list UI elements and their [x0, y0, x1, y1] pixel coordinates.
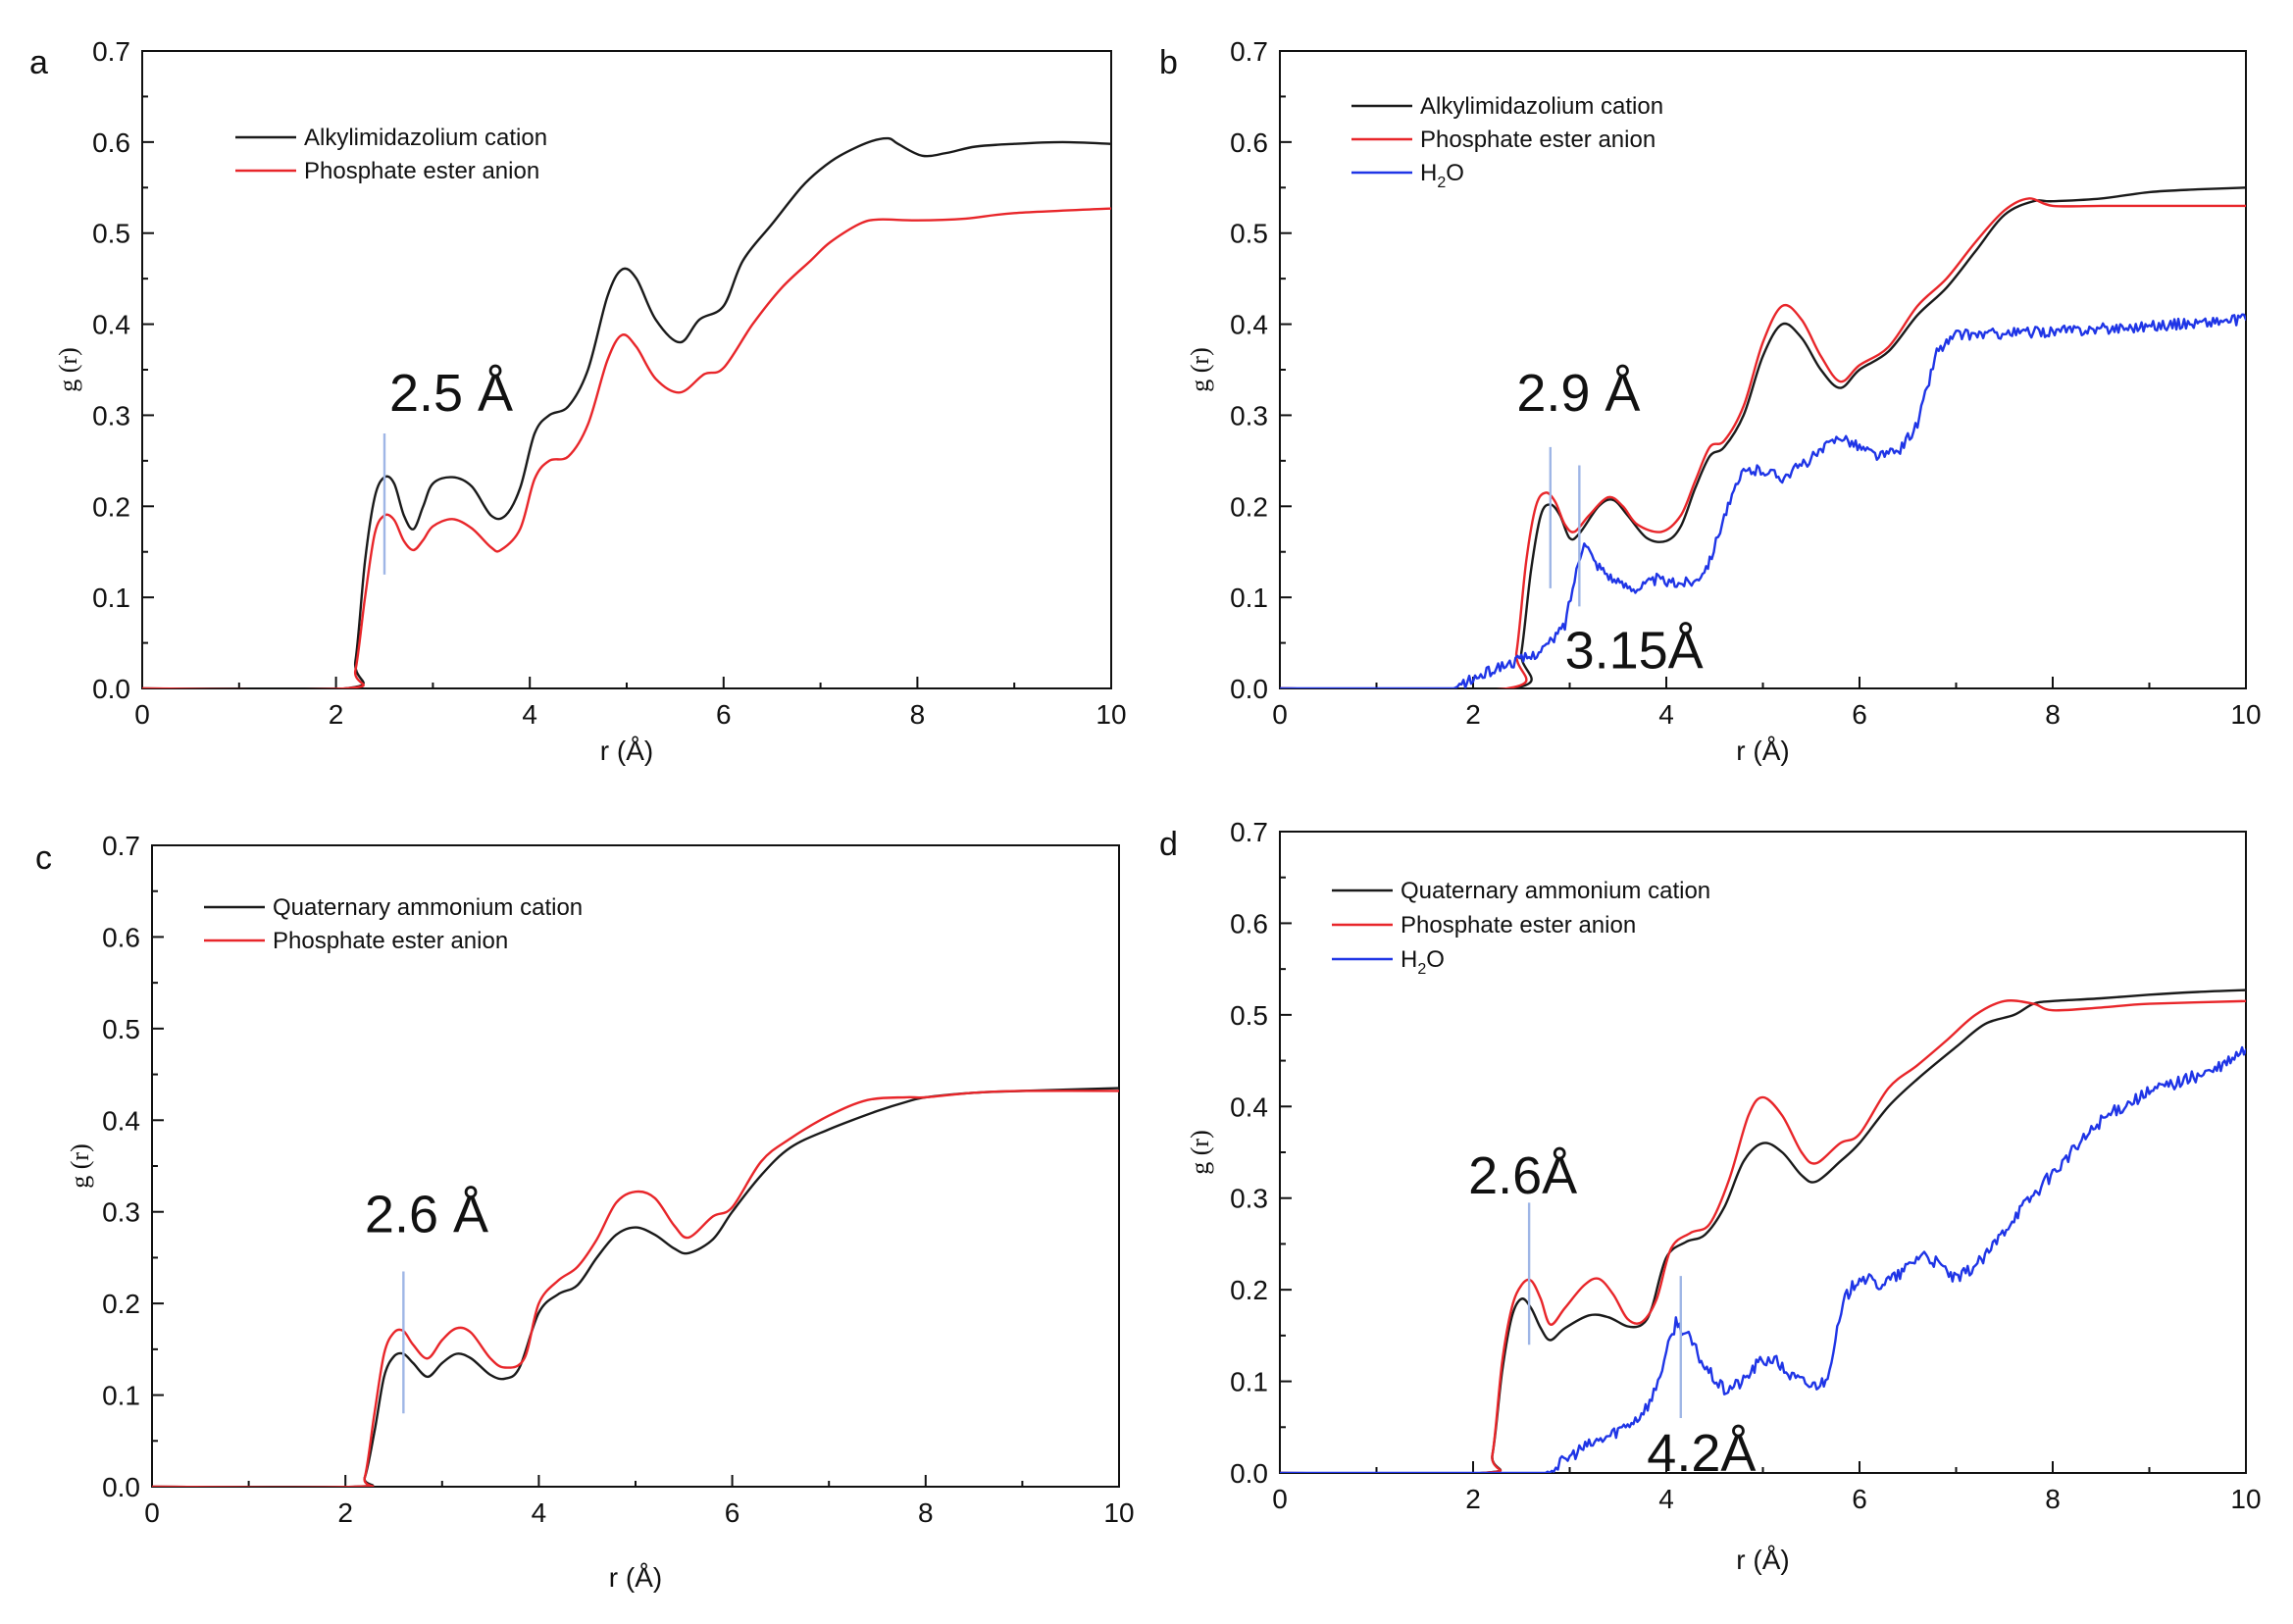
y-tick-label: 0.6	[1230, 908, 1268, 939]
series-line-cation	[152, 1087, 1119, 1487]
y-tick-label: 0.6	[1230, 127, 1268, 158]
x-tick-label: 2	[329, 699, 344, 730]
x-tick-label: 2	[1465, 699, 1481, 730]
y-axis-label: g (r)	[1186, 347, 1214, 391]
panel-label: d	[1159, 826, 1178, 863]
x-tick-label: 0	[1272, 699, 1288, 730]
legend-label: Phosphate ester anion	[304, 158, 539, 184]
legend-label: Phosphate ester anion	[1420, 127, 1656, 153]
peak-annotation: 2.6 Å	[365, 1185, 488, 1243]
peak-annotation: 3.15Å	[1565, 622, 1704, 681]
y-tick-label: 0.0	[1230, 1458, 1268, 1489]
x-tick-label: 4	[1658, 1484, 1674, 1514]
x-axis-label: r (Å)	[600, 736, 653, 766]
peak-annotation: 2.9 Å	[1516, 364, 1640, 423]
legend-label: Phosphate ester anion	[1401, 912, 1636, 939]
series-line-anion	[1280, 999, 2246, 1473]
y-tick-label: 0.2	[102, 1289, 140, 1319]
legend-label: Alkylimidazolium cation	[304, 125, 547, 151]
series-line-water	[1280, 1045, 2246, 1473]
legend-label: H2O	[1420, 160, 1464, 191]
series-line-anion	[1280, 197, 2246, 688]
panel-label: c	[35, 839, 52, 877]
y-tick-label: 0.5	[1230, 1000, 1268, 1031]
y-tick-label: 0.5	[102, 1014, 140, 1044]
series-line-cation	[142, 136, 1111, 688]
panel-label: a	[29, 44, 48, 81]
legend-label: Quaternary ammonium cation	[1401, 878, 1710, 904]
panel-label: b	[1159, 44, 1178, 81]
x-tick-label: 6	[1852, 1484, 1867, 1514]
y-tick-label: 0.3	[1230, 400, 1268, 431]
series-line-anion	[152, 1090, 1119, 1487]
x-tick-label: 0	[144, 1497, 160, 1528]
y-tick-label: 0.3	[102, 1197, 140, 1228]
y-tick-label: 0.7	[92, 36, 130, 67]
legend-label: Alkylimidazolium cation	[1420, 93, 1663, 120]
y-tick-label: 0.0	[1230, 674, 1268, 704]
y-tick-label: 0.1	[1230, 1367, 1268, 1397]
panel-a: a 0 2 4 6 8 10 0.0 0.1 0.2 0.3 0.4 0.5 0.6 0.7 r (Å) g (…	[29, 36, 1127, 766]
x-tick-label: 4	[522, 699, 537, 730]
panel-c: c 0 2 4 6 8 10 0.0 0.1 0.2 0.3 0.4 0.5 0.6 0.7 r (Å) g (…	[35, 831, 1135, 1593]
x-tick-label: 4	[1658, 699, 1674, 730]
x-tick-label: 10	[2230, 1484, 2261, 1514]
x-tick-label: 8	[918, 1497, 934, 1528]
x-tick-label: 8	[910, 699, 926, 730]
y-tick-label: 0.2	[1230, 491, 1268, 522]
y-tick-label: 0.0	[92, 674, 130, 704]
x-tick-label: 10	[2230, 699, 2261, 730]
x-axis-label: r (Å)	[1736, 736, 1789, 766]
peak-annotation: 2.5 Å	[389, 364, 513, 423]
x-tick-label: 0	[134, 699, 150, 730]
y-tick-label: 0.3	[92, 400, 130, 431]
y-tick-label: 0.5	[92, 219, 130, 249]
x-tick-label: 4	[532, 1497, 547, 1528]
panel-b: b 0 2 4 6 8 10 0.0 0.1 0.2 0.3 0.4 0.5 0.6 0.7 r (Å) g (…	[1159, 36, 2262, 766]
y-axis-label: g (r)	[1186, 1130, 1214, 1174]
x-tick-label: 2	[337, 1497, 353, 1528]
y-tick-label: 0.2	[92, 491, 130, 522]
x-tick-label: 6	[1852, 699, 1867, 730]
y-tick-label: 0.3	[1230, 1184, 1268, 1214]
series-line-cation	[1280, 989, 2246, 1473]
y-axis-label: g (r)	[54, 347, 82, 391]
y-tick-label: 0.1	[1230, 583, 1268, 613]
y-tick-label: 0.6	[92, 127, 130, 158]
x-tick-label: 10	[1103, 1497, 1134, 1528]
x-tick-label: 0	[1272, 1484, 1288, 1514]
panel-d: d 0 2 4 6 8 10 0.0 0.1 0.2 0.3 0.4 0.5 0.6 0.7 r (Å) g (…	[1159, 817, 2262, 1575]
peak-annotation: 4.2Å	[1647, 1424, 1756, 1483]
x-tick-label: 10	[1096, 699, 1126, 730]
x-axis-label: r (Å)	[1736, 1545, 1789, 1575]
y-tick-label: 0.4	[1230, 310, 1268, 340]
x-tick-label: 6	[716, 699, 732, 730]
y-axis-label: g (r)	[66, 1143, 94, 1188]
legend-label: Quaternary ammonium cation	[273, 894, 583, 921]
x-tick-label: 8	[2045, 1484, 2061, 1514]
x-tick-label: 2	[1465, 1484, 1481, 1514]
y-tick-label: 0.5	[1230, 219, 1268, 249]
series-line-water	[1280, 313, 2246, 688]
y-tick-label: 0.7	[102, 831, 140, 861]
y-tick-label: 0.7	[1230, 36, 1268, 67]
peak-annotation: 2.6Å	[1468, 1146, 1577, 1205]
legend-label: Phosphate ester anion	[273, 928, 508, 954]
y-tick-label: 0.1	[102, 1381, 140, 1411]
y-tick-label: 0.4	[102, 1105, 140, 1136]
y-tick-label: 0.1	[92, 583, 130, 613]
x-tick-label: 6	[725, 1497, 740, 1528]
x-axis-label: r (Å)	[609, 1562, 662, 1593]
y-tick-label: 0.2	[1230, 1275, 1268, 1305]
y-tick-label: 0.4	[1230, 1091, 1268, 1122]
legend-label: H2O	[1401, 946, 1445, 978]
y-tick-label: 0.4	[92, 310, 130, 340]
y-tick-label: 0.0	[102, 1472, 140, 1502]
y-tick-label: 0.6	[102, 922, 140, 952]
y-tick-label: 0.7	[1230, 817, 1268, 847]
x-tick-label: 8	[2045, 699, 2061, 730]
